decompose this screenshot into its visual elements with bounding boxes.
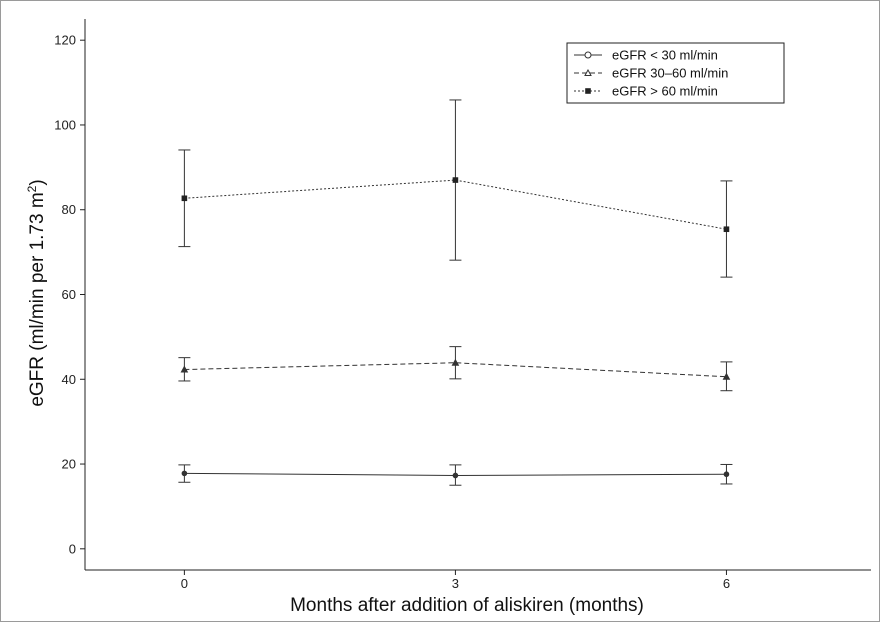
data-point	[452, 177, 459, 183]
x-tick-label: 6	[723, 576, 730, 591]
legend-marker	[584, 51, 592, 59]
y-ticks: 0 20 40 60 80 100 120	[54, 33, 85, 556]
legend-box	[566, 42, 785, 104]
data-point	[723, 471, 730, 478]
y-tick-label: 20	[62, 457, 76, 472]
data-point	[723, 226, 730, 233]
y-axis-title-close: )	[27, 179, 48, 185]
data-point	[722, 372, 731, 380]
legend-label: eGFR 30–60 ml/min	[612, 66, 728, 81]
y-tick-label: 0	[69, 541, 76, 556]
y-tick-label: 120	[54, 33, 76, 48]
data-point	[180, 365, 189, 373]
legend-marker	[585, 88, 591, 94]
x-tick-label: 3	[452, 576, 459, 591]
legend-label: eGFR < 30 ml/min	[612, 48, 718, 63]
series-0	[178, 463, 733, 486]
x-ticks: 0 3 6	[181, 570, 730, 591]
legend-label: eGFR > 60 ml/min	[612, 84, 718, 99]
legend: eGFR < 30 ml/min eGFR 30–60 ml/min eGFR > …	[566, 42, 785, 104]
data-point	[181, 470, 188, 477]
x-tick-label: 0	[181, 576, 188, 591]
series-line	[184, 362, 727, 378]
data-point	[451, 358, 460, 366]
x-axis-title: Months after addition of aliskiren (mont…	[290, 595, 644, 616]
y-axis-title-superscript: 2	[25, 185, 39, 192]
series-layer	[178, 99, 733, 486]
series-2	[178, 99, 733, 278]
legend-marker	[584, 68, 592, 76]
data-point	[181, 195, 188, 202]
series-1	[178, 346, 733, 392]
y-axis-title: eGFR (ml/min per 1.73 m2)	[25, 179, 48, 406]
data-point	[452, 472, 459, 479]
y-tick-label: 80	[62, 202, 76, 217]
y-tick-label: 100	[54, 117, 76, 132]
y-tick-label: 60	[62, 287, 76, 302]
y-axis-title-main: eGFR (ml/min per 1.73 m	[27, 192, 48, 406]
y-tick-label: 40	[62, 372, 76, 387]
